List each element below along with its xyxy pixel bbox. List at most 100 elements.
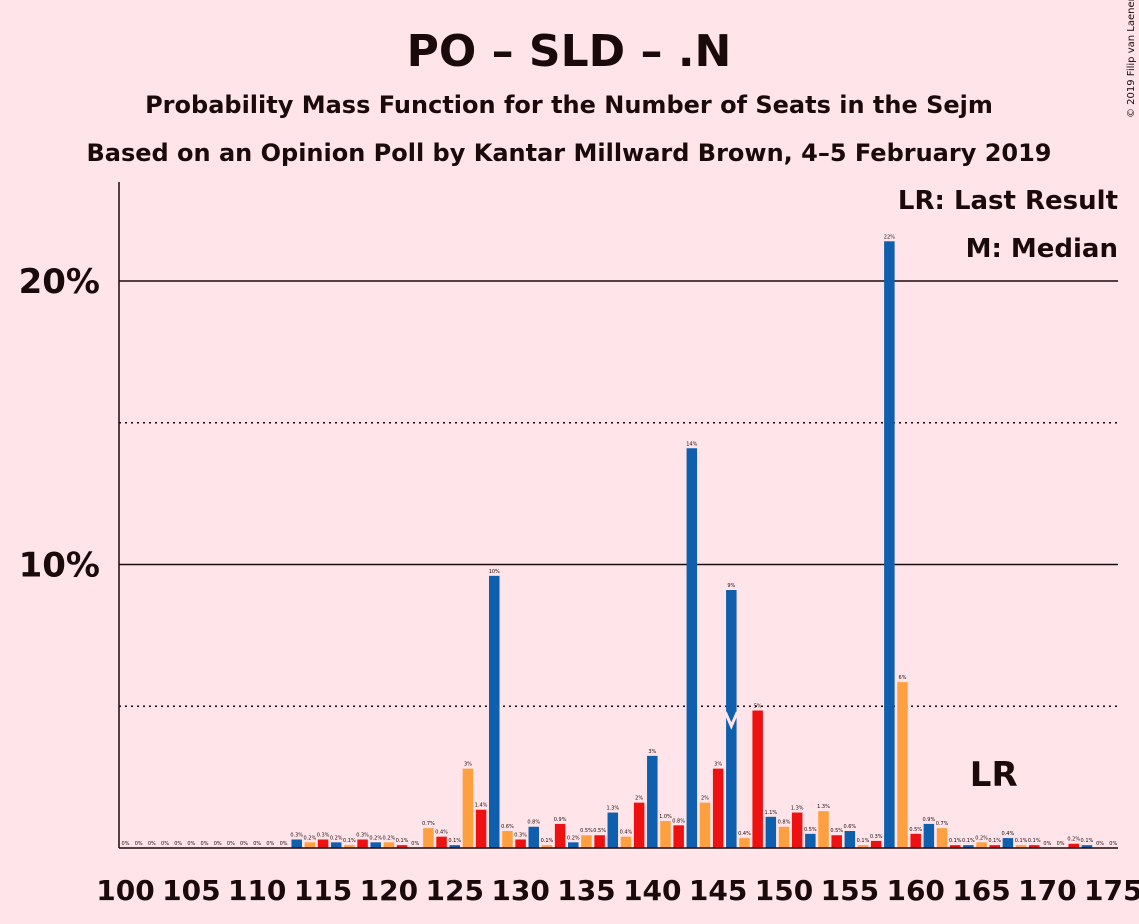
- bar-153: [818, 811, 829, 848]
- bar-140: [647, 755, 658, 848]
- bar-141: [660, 821, 671, 848]
- bar-label-121: 0.1%: [396, 838, 409, 844]
- bar-163: [949, 845, 961, 848]
- bar-label-164: 0.1%: [962, 838, 975, 844]
- bar-label-174: 0%: [1096, 841, 1104, 847]
- bar-126: [462, 768, 474, 848]
- bar-label-168: 0.1%: [1015, 838, 1028, 844]
- bar-143: [686, 448, 698, 848]
- bar-169: [1028, 845, 1040, 848]
- x-tick-label: 140: [623, 874, 681, 907]
- bar-label-141: 1.0%: [659, 814, 672, 820]
- x-tick-label: 160: [886, 874, 944, 907]
- bar-label-158: 22%: [884, 234, 895, 240]
- bar-119: [370, 842, 381, 848]
- bar-160: [910, 833, 921, 848]
- x-tick-label: 100: [96, 874, 154, 907]
- bar-label-126: 3%: [464, 762, 472, 768]
- bar-label-156: 0.1%: [857, 838, 870, 844]
- bar-label-124: 0.4%: [435, 830, 448, 836]
- bar-145: [712, 768, 724, 848]
- bar-label-122: 0%: [411, 841, 419, 847]
- bar-label-123: 0.7%: [422, 821, 435, 827]
- bar-label-173: 0.1%: [1081, 838, 1094, 844]
- bar-label-161: 0.9%: [923, 817, 936, 823]
- bar-146: [726, 590, 737, 848]
- median-marker: [723, 711, 739, 730]
- bar-155: [844, 830, 856, 848]
- x-tick-label: 170: [1018, 874, 1076, 907]
- bar-label-102: 0%: [148, 841, 156, 847]
- bar-label-107: 0%: [214, 841, 222, 847]
- bar-label-160: 0.5%: [909, 827, 922, 833]
- bar-label-119: 0.2%: [369, 835, 382, 841]
- bar-label-153: 1.3%: [817, 804, 830, 810]
- bar-159: [897, 682, 908, 848]
- bar-148: [752, 710, 763, 848]
- bar-121: [396, 845, 408, 848]
- bar-label-114: 0.2%: [304, 835, 317, 841]
- bar-label-101: 0%: [135, 841, 143, 847]
- chart-title: PO – SLD – .N: [407, 26, 732, 77]
- bar-label-120: 0.2%: [383, 835, 396, 841]
- bar-128: [489, 575, 500, 848]
- bar-label-144: 2%: [701, 796, 709, 802]
- x-tick-label: 130: [491, 874, 549, 907]
- bar-label-138: 0.4%: [620, 830, 633, 836]
- bar-label-175: 0%: [1109, 841, 1117, 847]
- y-tick-label: 10%: [19, 546, 100, 586]
- x-tick-label: 125: [426, 874, 484, 907]
- bar-label-112: 0%: [280, 841, 288, 847]
- legend-lr-bg: [930, 182, 1118, 220]
- legend-median: M: Median: [966, 234, 1118, 264]
- bar-label-151: 1.3%: [791, 806, 804, 812]
- x-tick-labels: 100 105 110 115 120 125 130 135 140 145 150 155 160 1…: [96, 874, 1139, 907]
- bar-113: [291, 839, 302, 848]
- x-tick-label: 155: [821, 874, 879, 907]
- legend-last-result: LR: Last Result: [898, 186, 1118, 216]
- bar-139: [633, 802, 645, 848]
- bar-125: [449, 845, 460, 848]
- x-tick-label: 110: [228, 874, 286, 907]
- bar-151: [791, 812, 803, 848]
- bar-label-134: 0.2%: [567, 835, 580, 841]
- bar-138: [620, 836, 632, 848]
- bar-label-159: 6%: [899, 675, 907, 681]
- bar-label-109: 0%: [240, 841, 248, 847]
- gridlines: [119, 280, 1118, 707]
- bar-157: [870, 840, 882, 848]
- bar-label-104: 0%: [174, 841, 182, 847]
- bar-label-147: 0.4%: [738, 831, 751, 837]
- bar-134: [568, 842, 579, 848]
- bar-label-143: 14%: [686, 441, 697, 447]
- bar-label-105: 0%: [187, 841, 195, 847]
- bar-label-167: 0.4%: [1002, 831, 1015, 837]
- bar-label-110: 0%: [253, 841, 261, 847]
- chart-subtitle-2: Based on an Opinion Poll by Kantar Millw…: [86, 139, 1051, 167]
- bar-127: [475, 809, 487, 848]
- bar-label-139: 2%: [635, 796, 643, 802]
- bar-114: [304, 842, 316, 848]
- bar-label-165: 0.2%: [975, 835, 988, 841]
- bar-149: [765, 816, 777, 848]
- bar-label-118: 0.3%: [356, 832, 369, 838]
- bar-167: [1002, 838, 1014, 848]
- bar-118: [357, 839, 368, 848]
- bar-152: [805, 833, 816, 848]
- bar-129: [502, 830, 513, 848]
- bar-158: [884, 241, 895, 848]
- bar-164: [963, 845, 974, 848]
- bar-135: [581, 835, 592, 848]
- bar-131: [528, 826, 540, 848]
- bar-162: [936, 828, 948, 848]
- bar-123: [423, 828, 434, 848]
- bar-label-108: 0%: [227, 841, 235, 847]
- bar-label-130: 0.3%: [514, 832, 527, 838]
- bar-154: [831, 835, 842, 848]
- bar-label-149: 1.1%: [764, 810, 777, 816]
- bar-168: [1015, 845, 1027, 848]
- bars-group: [291, 241, 1093, 848]
- bar-142: [673, 825, 684, 848]
- bar-173: [1081, 845, 1093, 848]
